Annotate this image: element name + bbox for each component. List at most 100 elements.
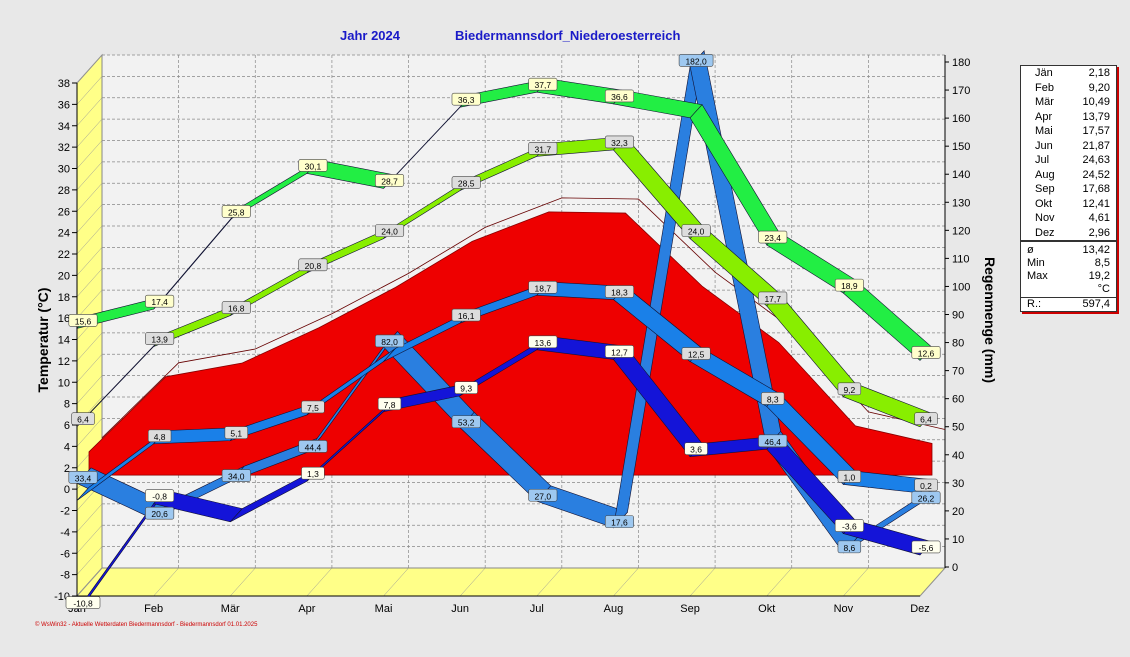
precip-label-bg	[298, 440, 328, 453]
tmean-label-bg	[301, 400, 325, 414]
y-tick-label: 24	[58, 228, 70, 240]
y-tick-label: 10	[58, 377, 70, 389]
grid-line-wall	[76, 525, 103, 554]
precip-label: 182,0	[685, 56, 707, 66]
tmax-avg-label-bg	[145, 332, 175, 345]
y-right-tick-label: 180	[952, 57, 970, 69]
stats-box: ø 13,42 Min 8,5 Max 19,2 °C	[1020, 241, 1117, 299]
tmean-label-bg	[681, 347, 711, 360]
x-tick-label: Sep	[680, 603, 700, 615]
tmin-label: 9,3	[460, 384, 472, 394]
grid-line-wall	[76, 161, 103, 191]
x-tick-label: Feb	[144, 603, 163, 615]
x-tick-label: Aug	[604, 603, 624, 615]
tmax-abs-label-bg	[375, 174, 405, 187]
tmax-avg-label: 24,0	[381, 227, 398, 237]
tmax-abs-label-bg	[221, 205, 251, 218]
tmax-abs-label-bg	[834, 278, 864, 292]
tmax-abs-label: 36,6	[611, 92, 628, 102]
chart-axes: 38363432302826242220181614121086420-2-4-…	[35, 55, 998, 615]
grid-line-wall	[76, 546, 103, 575]
y-right-tick-label: 10	[952, 534, 964, 546]
precip-label-bg	[911, 491, 941, 504]
tmax-avg-label: 32,3	[611, 138, 628, 148]
x-tick-label: Okt	[758, 603, 775, 615]
tmean-label-bg	[528, 280, 558, 294]
precip-label-bg	[678, 54, 714, 67]
tmax-avg-label-bg	[837, 382, 862, 396]
tmax-avg-label-bg	[221, 301, 251, 314]
y-tick-label: 28	[58, 185, 70, 197]
chart-station-title: Biedermannsdorf_Niederoesterreich	[455, 28, 681, 43]
tmean-label: 4,8	[154, 432, 166, 442]
tmin-label-bg	[377, 397, 402, 411]
y-tick-label: -6	[60, 548, 70, 560]
legend-month: Jun	[1035, 139, 1053, 152]
y-tick-label: 38	[58, 78, 70, 90]
grid-line-floor	[613, 567, 639, 597]
rain-sum-box: R.: 597,4	[1020, 297, 1117, 312]
legend-month: Feb	[1035, 81, 1054, 94]
tmax-abs-label: 37,7	[535, 80, 552, 90]
grid-line-wall	[76, 418, 103, 447]
x-tick-label: Mär	[221, 603, 240, 615]
precip-label: 26,2	[918, 493, 935, 503]
legend-month: Nov	[1035, 212, 1055, 224]
tmin-label-bg	[911, 540, 941, 554]
grid-line-floor	[76, 567, 103, 597]
legend-row: Apr 13,79	[1021, 110, 1116, 125]
legend-value: 2,96	[1088, 226, 1110, 239]
precip-label: 8,6	[843, 543, 855, 553]
grid-line-wall	[76, 97, 103, 126]
y-right-tick-label: 100	[952, 281, 970, 293]
y-right-tick-label: 140	[952, 169, 970, 181]
tmean-label-bg	[914, 478, 938, 492]
max-label: Max	[1027, 270, 1048, 282]
tmax-abs-label: 36,3	[458, 95, 475, 105]
tmax-avg-label: 16,8	[228, 304, 245, 314]
legend-row: Sep 17,68	[1021, 182, 1116, 197]
tmean-label-bg	[837, 470, 862, 483]
tmin-label-bg	[301, 466, 325, 480]
tmax-avg-label-bg	[528, 142, 558, 155]
grid-line-wall	[76, 204, 103, 233]
precip-label-bg	[375, 334, 405, 348]
legend-value: 9,20	[1088, 81, 1110, 94]
tmax-avg-label-bg	[375, 224, 405, 237]
tmax-abs-label-bg	[68, 314, 98, 327]
floor	[75, 567, 947, 597]
tmean-label-bg	[761, 392, 785, 405]
x-tick-label: Apr	[298, 603, 315, 615]
y-tick-label: 18	[58, 292, 70, 304]
tmin-label-bg	[604, 345, 634, 358]
legend-row: Jän 2,18	[1021, 66, 1116, 81]
precip-label: 27,0	[535, 491, 552, 501]
grid-line-floor	[383, 567, 409, 597]
y-tick-label: 26	[58, 206, 70, 218]
y-tick-label: 12	[58, 356, 70, 368]
chart-data-labels: 15,6 17,4 25,8 30,1 28,7 36,3 37,7 36,6 23,4 18,9…	[65, 54, 941, 609]
y-tick-label: -4	[60, 527, 70, 539]
precip-label: 33,4	[75, 473, 92, 483]
grid-line-wall	[76, 268, 103, 297]
avg-value: 13,42	[1082, 244, 1110, 256]
y-tick-label: -8	[60, 570, 70, 582]
grid-line-floor	[153, 567, 179, 597]
y-right-tick-label: 40	[952, 450, 964, 462]
tmax-avg-label: 6,4	[77, 415, 89, 425]
min-value: 8,5	[1094, 257, 1110, 269]
grid-line-wall	[76, 225, 103, 255]
legend-row: Jul 24,63	[1021, 153, 1116, 168]
y-right-tick-label: 150	[952, 141, 970, 153]
tmin-label: 3,6	[690, 445, 702, 455]
rain-sum-value: 597,4	[1082, 298, 1110, 310]
tmin-label-bg	[834, 519, 864, 532]
y-right-tick-label: 110	[952, 253, 970, 265]
x-tick-label: Dez	[910, 603, 930, 615]
chart-year-title: Jahr 2024	[340, 28, 400, 43]
legend-row: Dez 2,96	[1021, 226, 1116, 241]
grid-line-wall	[76, 375, 103, 404]
y-right-tick-label: 80	[952, 338, 964, 350]
y-tick-label: 8	[64, 399, 70, 411]
grid-line-floor	[919, 567, 946, 597]
